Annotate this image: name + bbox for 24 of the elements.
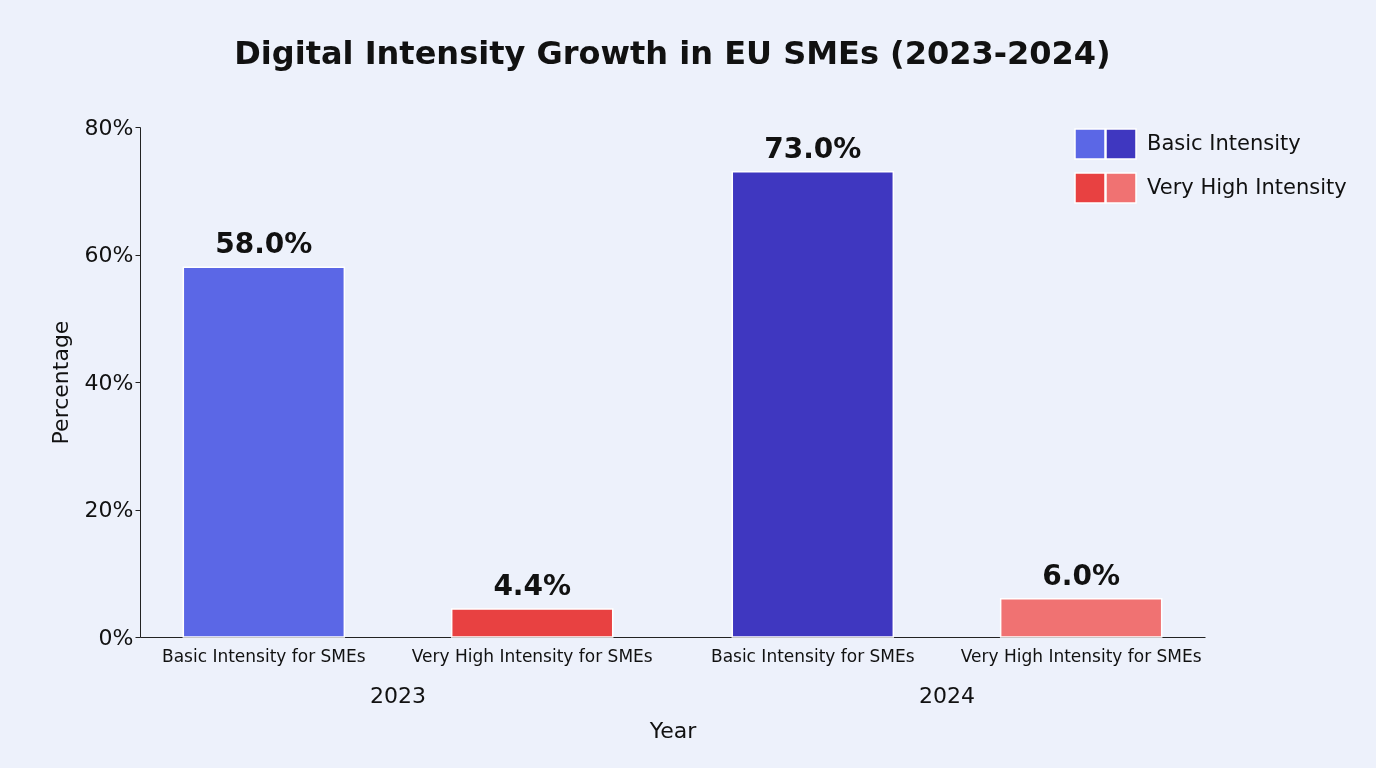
text: Very High Intensity for SMEs	[411, 646, 653, 666]
y-tick-label: 0%	[98, 624, 134, 650]
x-tick-label: 2024	[918, 682, 975, 708]
data-label: 58.0%	[215, 227, 313, 261]
chart-title: Digital Intensity Growth in EU SMEs (2023-2024)	[234, 34, 1111, 72]
data-label: 73.0%	[764, 131, 862, 165]
y-tick-label: 80%	[84, 114, 134, 140]
text: Basic Intensity for SMEs	[161, 646, 366, 666]
data-label: 6.0%	[1042, 558, 1121, 592]
bar	[182, 266, 346, 638]
legend-label: Very High Intensity	[1147, 175, 1347, 199]
bar	[450, 608, 614, 638]
bar	[999, 598, 1163, 638]
text: Basic Intensity for SMEs	[710, 646, 915, 666]
y-tick-label: 60%	[84, 242, 134, 267]
legend-label: Basic Intensity	[1147, 131, 1301, 155]
y-tick-label: 20%	[84, 497, 134, 522]
y-axis-title: Percentage	[47, 320, 73, 445]
x-tick-label: 2023	[370, 682, 427, 708]
x-axis-title: Year	[648, 717, 698, 743]
bar	[731, 170, 895, 638]
y-tick-label: 40%	[84, 369, 134, 395]
data-label: 4.4%	[493, 568, 572, 602]
text: Very High Intensity for SMEs	[960, 646, 1202, 666]
